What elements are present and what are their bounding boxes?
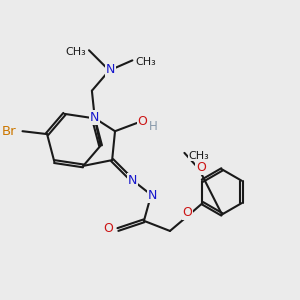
- Text: H: H: [149, 119, 158, 133]
- Text: O: O: [103, 222, 113, 236]
- Text: O: O: [137, 115, 147, 128]
- Text: CH₃: CH₃: [135, 57, 156, 67]
- Text: CH₃: CH₃: [189, 151, 209, 161]
- Text: N: N: [128, 174, 137, 187]
- Text: O: O: [182, 206, 192, 219]
- Text: N: N: [106, 63, 116, 76]
- Text: N: N: [89, 111, 99, 124]
- Text: CH₃: CH₃: [65, 47, 86, 57]
- Text: O: O: [196, 161, 206, 174]
- Text: N: N: [148, 189, 157, 202]
- Text: Br: Br: [2, 125, 17, 138]
